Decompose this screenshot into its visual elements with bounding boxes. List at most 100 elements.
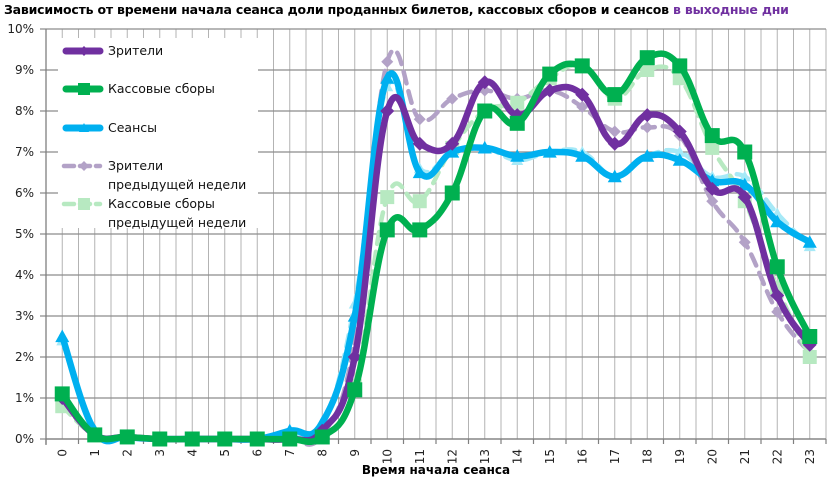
data-point-marker [510,149,525,162]
data-point-marker [184,431,200,447]
x-tick-label: 12 [445,449,459,464]
data-point-marker [576,100,589,113]
data-point-marker [87,427,103,443]
x-tick-label: 15 [543,449,557,464]
legend-label: Сеансы [108,120,157,135]
data-point-marker [542,83,557,98]
data-point-marker [509,115,525,131]
x-tick-label: 22 [770,449,784,464]
legend-label: Кассовые сборы [108,196,215,211]
data-point-marker [542,66,558,82]
data-point-marker [282,431,298,447]
data-point-marker [542,145,557,158]
data-point-marker [737,177,752,191]
data-point-marker [119,429,135,445]
data-point-marker [477,140,492,154]
data-point-marker [672,153,687,166]
legend-item[interactable]: Сеансы [62,120,157,135]
data-series [54,48,818,447]
data-point-marker [412,136,427,151]
data-point-marker [607,87,623,103]
x-tick-label: 18 [640,449,654,464]
legend-marker-icon [78,198,90,210]
data-point-marker [381,55,394,68]
data-point-marker [412,222,428,238]
data-point-marker [706,195,719,208]
data-point-marker [575,149,590,162]
data-point-marker [444,185,460,201]
data-point-marker [769,259,785,275]
y-tick-label: 2% [15,350,34,364]
legend-item[interactable]: Кассовые сборы предыдущей недели [61,196,246,230]
legend-label: предыдущей недели [108,177,246,192]
data-point-marker [574,58,590,74]
data-point-marker [445,145,460,158]
x-tick-label: 2 [120,449,134,457]
x-tick-label: 23 [803,449,817,464]
data-point-marker [802,235,817,248]
x-tick-label: 17 [608,449,622,464]
data-point-marker [737,144,753,160]
data-point-marker [510,95,525,110]
legend-background [58,38,258,228]
data-point-marker [55,329,70,343]
legend: Зрители Кассовые сборы Сеансы Зрители предыд… [58,38,258,230]
data-point-marker [412,194,427,209]
x-tick-label: 16 [575,449,589,464]
y-tick-label: 3% [15,309,34,323]
data-point-marker [575,87,590,102]
data-point-marker [802,329,818,344]
legend-label: Кассовые сборы [108,81,215,96]
legend-marker-icon [79,161,89,171]
data-point-marker [413,113,426,126]
y-tick-label: 1% [15,391,34,405]
data-point-marker [446,92,459,105]
x-axis-ticks: 0 1 2 3 4 5 6 7 8 9 10 11 12 13 14 15 16 17 18 19 20 21 22 23 [55,449,817,464]
x-tick-label: 9 [348,449,362,457]
legend-label: Зрители [108,158,163,173]
x-tick-label: 8 [315,449,329,457]
data-point-marker [412,165,427,179]
chart-title-highlight: в выходные дни [673,2,789,17]
legend-label: предыдущей недели [108,215,246,230]
y-tick-label: 6% [15,186,34,200]
data-point-marker [802,350,817,364]
legend-item[interactable]: Зрители [62,43,163,58]
data-point-marker [445,136,460,151]
data-point-marker [380,71,395,84]
x-tick-label: 14 [510,449,524,464]
data-point-marker [640,149,655,162]
y-tick-label: 5% [15,227,34,241]
legend-item[interactable]: Кассовые сборы [62,81,215,96]
data-point-marker [217,431,233,447]
data-point-marker [738,236,751,249]
series-box-office [54,50,818,447]
x-tick-label: 7 [283,449,297,457]
data-point-marker [249,431,265,447]
data-point-marker [640,63,655,77]
data-point-marker [673,146,686,157]
data-point-marker [380,104,395,118]
data-point-marker [705,140,720,155]
x-tick-label: 11 [413,449,427,464]
data-point-marker [737,190,752,205]
legend-item[interactable]: Зрители предыдущей недели [61,158,246,192]
data-point-marker [738,170,751,182]
data-point-marker [314,429,330,445]
data-point-marker [705,181,720,196]
data-point-marker [608,125,621,138]
x-tick-label: 21 [738,449,752,464]
y-axis-ticks: 0% 1% 2% 3% 4% 5% 6% 7% 8% 9% 10% [7,22,34,446]
y-tick-label: 9% [15,63,34,77]
x-tick-label: 13 [478,449,492,464]
y-tick-label: 7% [15,145,34,159]
x-tick-label: 5 [218,449,232,457]
data-point-marker [639,50,655,66]
x-tick-label: 4 [185,449,199,457]
data-point-marker [347,382,363,398]
data-point-marker [607,136,622,151]
legend-marker-icon [78,83,90,95]
data-point-marker [672,124,687,139]
data-point-marker [770,214,785,228]
